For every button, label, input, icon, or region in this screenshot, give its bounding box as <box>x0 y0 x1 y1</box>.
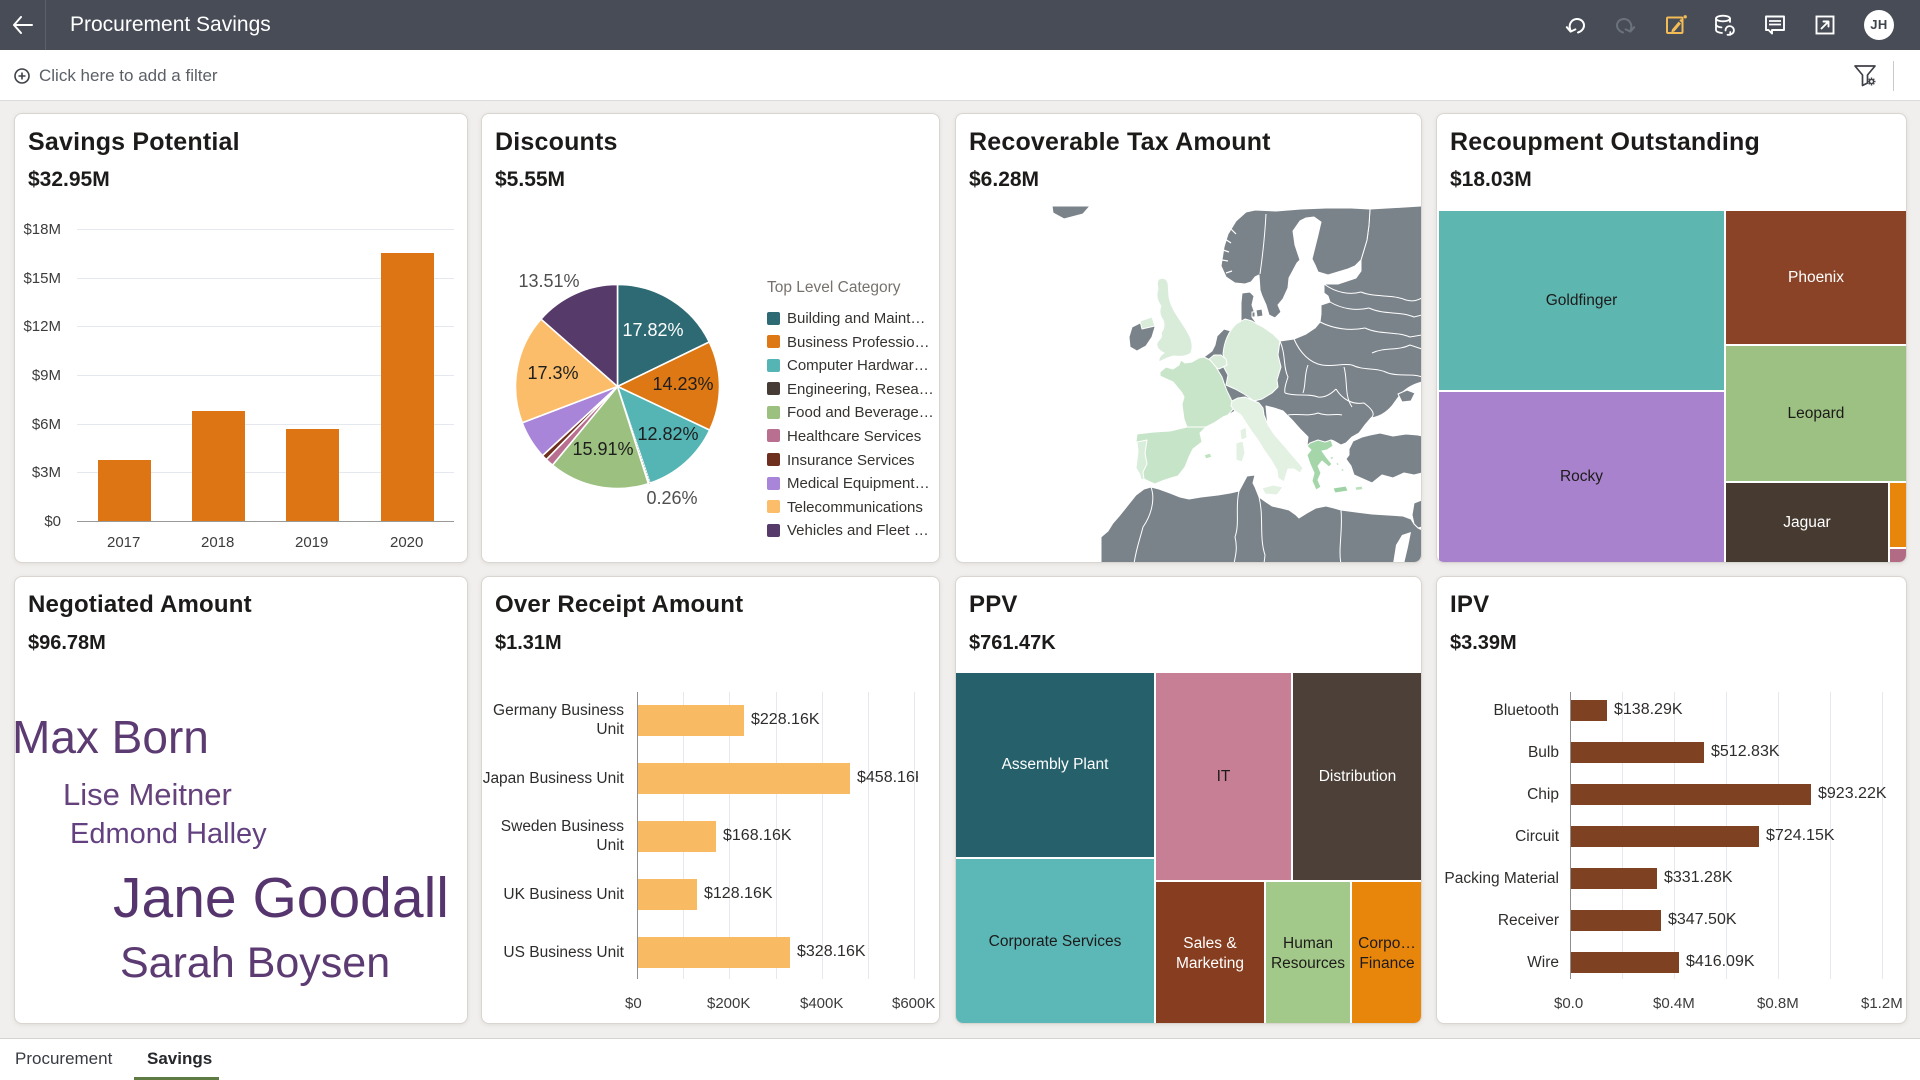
svg-text:17.82%: 17.82% <box>622 320 683 340</box>
svg-text:12.82%: 12.82% <box>637 424 698 444</box>
svg-text:17.3%: 17.3% <box>527 363 578 383</box>
svg-text:13.51%: 13.51% <box>518 271 579 291</box>
svg-text:14.23%: 14.23% <box>652 374 713 394</box>
svg-text:15.91%: 15.91% <box>572 439 633 459</box>
svg-text:0.26%: 0.26% <box>646 488 697 508</box>
